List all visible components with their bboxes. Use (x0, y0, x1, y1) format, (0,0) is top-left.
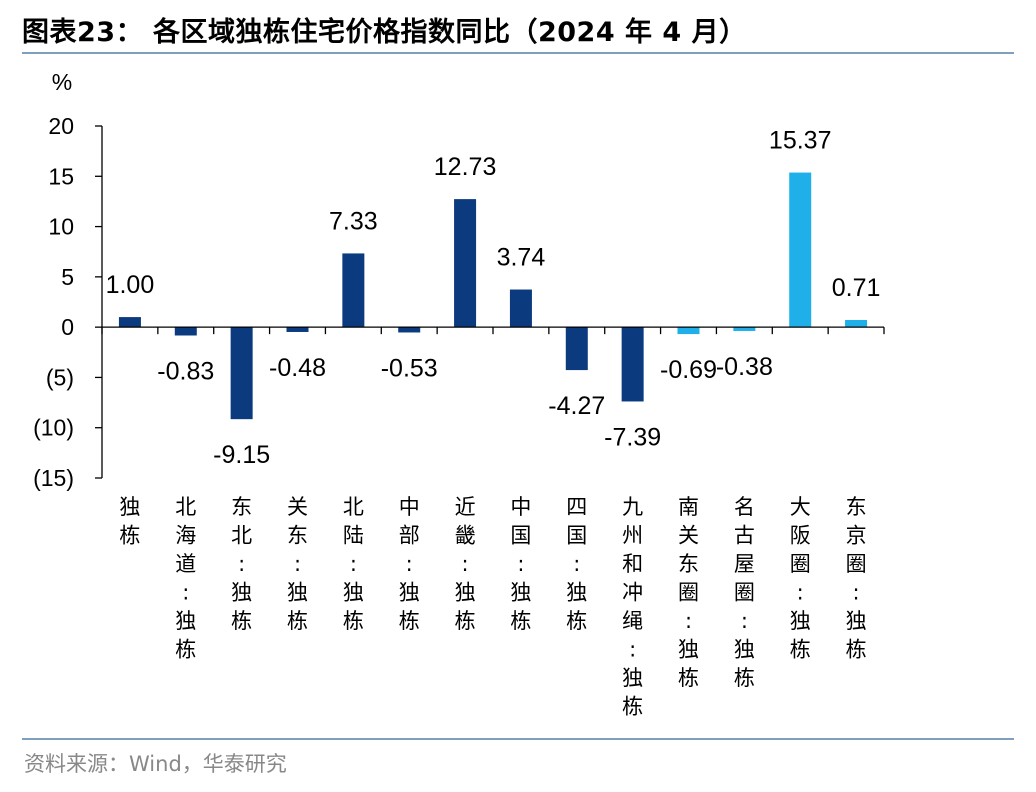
x-category-label: 大阪圈:独栋 (790, 495, 811, 662)
x-category-label: 中部:独栋 (399, 495, 420, 633)
y-tick-label: (10) (33, 415, 74, 441)
bar (733, 327, 756, 331)
bar (286, 327, 309, 332)
data-label: -0.69 (660, 356, 717, 384)
data-label: -0.38 (716, 353, 773, 381)
x-category-label: 四国:独栋 (566, 495, 587, 633)
bar (230, 327, 253, 420)
x-category-label: 东北:独栋 (231, 495, 252, 633)
x-category-label: 南关东圈:独栋 (678, 495, 699, 690)
x-category-label: 独栋 (119, 495, 140, 548)
chart-title: 图表23： 各区域独栋住宅价格指数同比（2024 年 4 月） (22, 17, 747, 48)
data-label: 7.33 (329, 207, 378, 235)
y-tick-label: 20 (48, 113, 74, 139)
data-label: -7.39 (604, 423, 661, 451)
x-category-label: 北陆:独栋 (343, 495, 364, 633)
data-label: 12.73 (434, 153, 497, 181)
bar-chart: 20 15 10 5 0 (5) (10) (15)% 1.00 -0.83 -9.15 -0.48 7… (33, 69, 885, 719)
data-label: 0.71 (832, 274, 881, 302)
y-tick-label: (5) (46, 364, 74, 390)
data-label: 1.00 (106, 271, 155, 299)
source-note: 资料来源：Wind，华泰研究 (24, 752, 287, 776)
x-category-label: 九州和冲绳:独栋 (622, 495, 643, 719)
bar (789, 172, 812, 328)
bar (621, 327, 644, 402)
data-label: 15.37 (769, 127, 832, 155)
x-category-label: 近畿:独栋 (455, 495, 476, 633)
x-category-label: 北海道:独栋 (175, 495, 196, 662)
bar (677, 327, 700, 335)
data-label: -4.27 (548, 392, 605, 420)
bar (565, 327, 588, 371)
y-tick-label: 0 (61, 314, 74, 340)
bar (174, 327, 197, 336)
title-divider (22, 52, 1014, 54)
data-label: -0.83 (157, 357, 214, 385)
bar (509, 289, 532, 328)
bar (118, 317, 141, 328)
x-category-label: 关东:独栋 (287, 495, 308, 633)
bar (398, 327, 421, 333)
bar (342, 253, 365, 328)
data-label: -0.48 (269, 354, 326, 382)
x-category-label: 中国:独栋 (510, 495, 531, 633)
y-axis-unit: % (52, 69, 72, 95)
data-label: 3.74 (497, 244, 546, 272)
data-label: -0.53 (381, 354, 438, 382)
y-tick-label: 10 (48, 214, 74, 240)
source-divider (22, 738, 1014, 740)
x-category-label: 东京圈:独栋 (846, 495, 867, 662)
y-tick-label: 5 (61, 264, 74, 290)
x-category-label: 名古屋圈:独栋 (734, 495, 755, 690)
data-label: -9.15 (213, 441, 270, 469)
y-tick-label: 15 (48, 163, 74, 189)
y-tick-label: (15) (33, 465, 74, 491)
bar (454, 199, 477, 328)
bar (845, 320, 868, 328)
